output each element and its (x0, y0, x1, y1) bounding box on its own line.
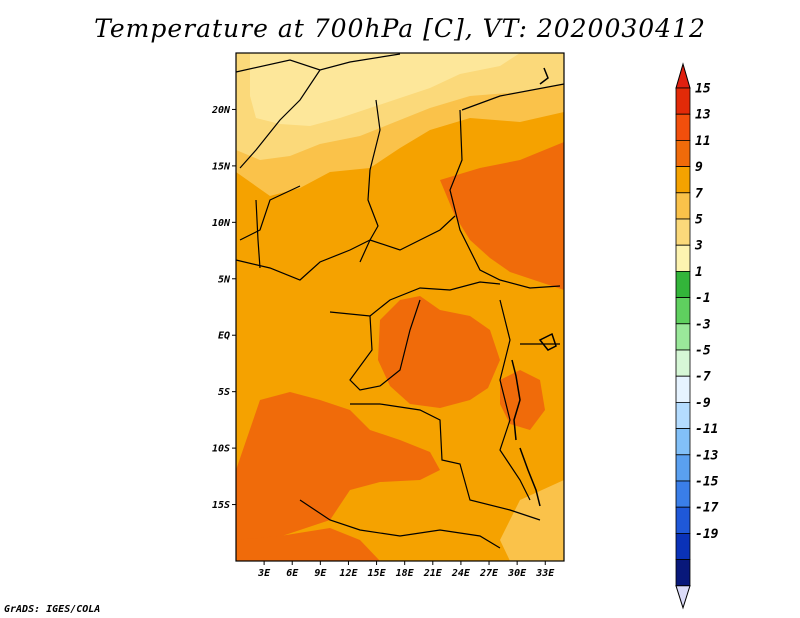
lat-tick-label: 20N (211, 105, 231, 116)
colorbar-swatch (675, 349, 691, 377)
colorbar-swatch (675, 297, 691, 325)
colorbar-label: -1 (695, 291, 711, 306)
longitude-axis: 3E 6E 9E 12E 15E 18E 21E 24E 27E 30E 33E (257, 561, 555, 579)
field-hot-northeast (440, 142, 564, 290)
colorbar-label: 5 (695, 213, 703, 228)
colorbar-swatch (675, 270, 691, 298)
lon-tick-label: 9E (314, 568, 327, 579)
colorbar-label: 13 (695, 108, 711, 123)
colorbar-swatch (675, 218, 691, 246)
lon-tick-label: 15E (368, 568, 387, 579)
colorbar-label: 15 (695, 82, 711, 97)
lon-tick-label: 18E (396, 568, 415, 579)
colorbar-label: -11 (695, 422, 718, 437)
colorbar-swatch (675, 192, 691, 220)
colorbar-swatch (675, 375, 691, 403)
field-hot-angola (236, 392, 440, 540)
lat-tick-label: 15S (212, 500, 230, 511)
colorbar-swatch (675, 454, 691, 482)
colorbar-label: -7 (695, 370, 711, 385)
lat-tick-label: 15N (212, 161, 231, 172)
colorbar-swatch (675, 506, 691, 534)
field-hot-congo (378, 296, 500, 408)
colorbar-swatch (675, 323, 691, 351)
colorbar-label: 9 (695, 160, 703, 175)
lon-tick-label: 33E (535, 568, 555, 579)
colorbar-swatch (675, 533, 691, 561)
field-mild-southeast (500, 480, 564, 561)
colorbar-label: 1 (695, 265, 703, 280)
lon-tick-label: 21E (423, 568, 443, 579)
colorbar-swatch (675, 166, 691, 194)
colorbar-swatch (675, 87, 691, 115)
colorbar-swatch (675, 401, 691, 429)
colorbar-swatch (675, 139, 691, 167)
colorbar-swatch (675, 480, 691, 508)
colorbar-swatch (675, 244, 691, 272)
field-hot-lakes (500, 370, 545, 430)
colorbar-bottom-cap (675, 585, 691, 610)
colorbar-swatch (675, 113, 691, 141)
colorbar-label: -19 (695, 527, 719, 542)
lakes (511, 67, 557, 507)
lat-tick-label: 5N (218, 274, 231, 285)
colorbar-label: -15 (695, 475, 719, 490)
lat-tick-label: 10N (212, 218, 231, 229)
colorbar-label: -5 (695, 344, 711, 359)
map-title: Temperature at 700hPa [C], VT: 202003041… (94, 14, 706, 43)
map-frame (235, 52, 565, 562)
lon-tick-label: 24E (451, 568, 471, 579)
temperature-field (236, 53, 564, 561)
colorbar-label: 7 (695, 186, 703, 201)
colorbar-label: -9 (695, 396, 711, 411)
lon-tick-label: 12E (339, 568, 358, 579)
lon-tick-label: 30E (507, 568, 527, 579)
colorbar-swatch (675, 559, 691, 587)
colorbar: 15 13 11 9 7 5 3 1 -1 -3 -5 -7 -9 -11 -13 -15 -17 -19 (675, 62, 719, 610)
colorbar-label: -3 (695, 317, 711, 332)
colorbar-label: 3 (694, 239, 703, 254)
latitude-axis: 20N 15N 10N 5N EQ 5S 10S 15S (211, 105, 236, 511)
lon-tick-label: 27E (479, 568, 499, 579)
colorbar-label: 11 (695, 134, 711, 149)
colorbar-label: -17 (695, 501, 719, 516)
country-borders (235, 53, 565, 549)
lat-tick-label: EQ (218, 331, 230, 342)
colorbar-label: -13 (695, 448, 719, 463)
lat-tick-label: 10S (212, 444, 230, 455)
lon-tick-label: 6E (286, 568, 299, 579)
field-cooler-north (250, 53, 520, 126)
grads-credit: GrADS: IGES/COLA (4, 604, 101, 615)
colorbar-swatch (675, 428, 691, 456)
lon-tick-label: 3E (257, 568, 271, 579)
lat-tick-label: 5S (218, 387, 230, 398)
colorbar-top-cap (675, 62, 691, 89)
field-hot-southwest (236, 528, 380, 561)
